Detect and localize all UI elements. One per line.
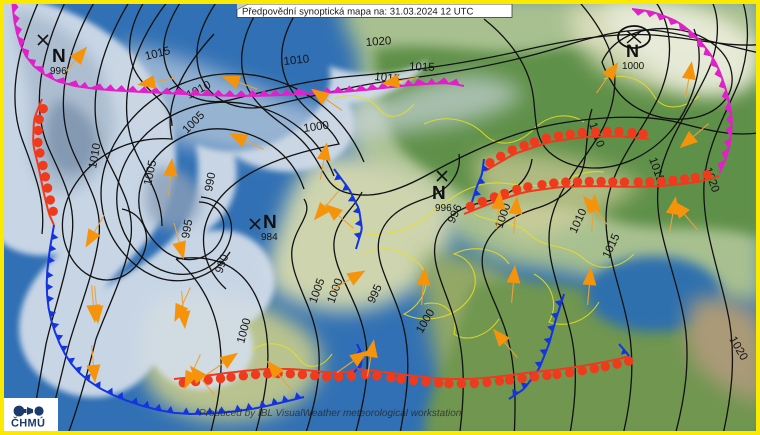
svg-text:Produced by IBL VisualWeather: Produced by IBL VisualWeather meteorolog…: [199, 408, 462, 419]
